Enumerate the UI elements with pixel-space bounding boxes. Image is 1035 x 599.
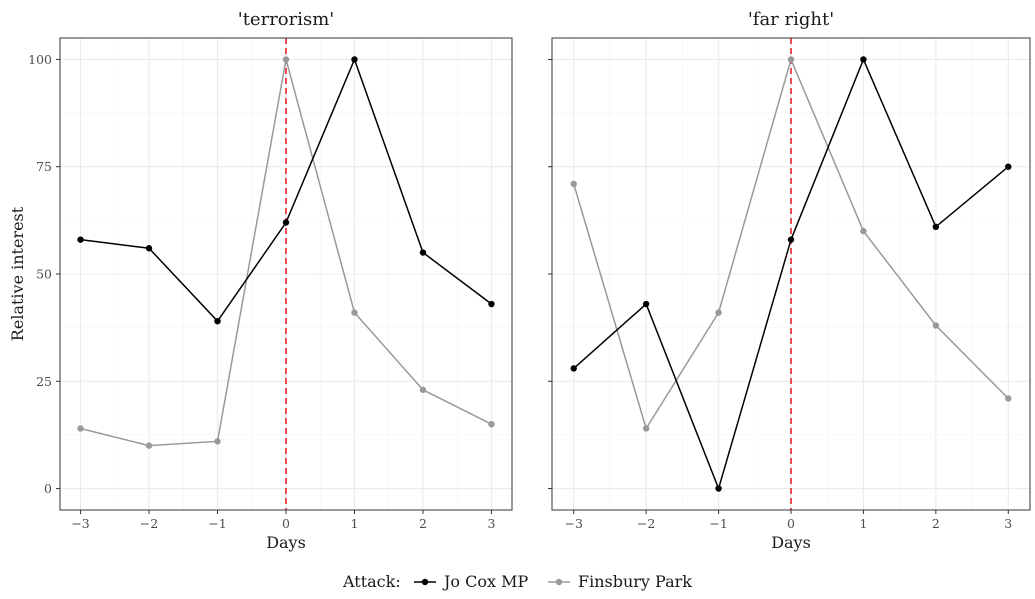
x-tick-label: −2 xyxy=(637,516,655,531)
data-point xyxy=(214,318,221,325)
panel-border xyxy=(551,37,1031,511)
x-tick-label: 3 xyxy=(1004,516,1012,531)
x-tick-label: −2 xyxy=(140,516,158,531)
legend-title: Attack: xyxy=(342,572,401,591)
legend-entry-label: Finsbury Park xyxy=(578,572,692,591)
x-axis-title: Days xyxy=(771,533,811,552)
x-tick-label: 0 xyxy=(787,516,795,531)
panel-border xyxy=(59,37,513,511)
data-point xyxy=(570,365,577,372)
y-tick-label: 75 xyxy=(36,159,52,174)
panel-title: 'far right' xyxy=(748,9,834,30)
data-point xyxy=(860,56,867,63)
data-point xyxy=(1005,395,1012,402)
data-point xyxy=(642,300,650,308)
panel-1: 'far right' −3 −2 −1 0 1 2 3 Days xyxy=(548,9,1031,552)
data-point xyxy=(932,223,940,230)
data-point xyxy=(715,485,722,492)
x-tick-label: 2 xyxy=(419,516,427,531)
data-point xyxy=(282,56,290,63)
y-tick-label: 100 xyxy=(28,52,52,67)
panel-0: 'terrorism' −3 −2 −1 0 1 2 3 0 25 50 75 100 Days xyxy=(28,9,513,552)
data-point xyxy=(419,386,427,394)
data-point xyxy=(214,438,221,445)
data-point xyxy=(488,300,495,308)
x-tick-label: 1 xyxy=(859,516,867,531)
data-point xyxy=(145,245,153,252)
x-tick-label: −3 xyxy=(565,516,583,531)
legend-entry-label: Jo Cox MP xyxy=(442,572,529,591)
data-point xyxy=(282,219,290,226)
data-point xyxy=(488,420,495,428)
data-point xyxy=(642,425,650,432)
data-point xyxy=(419,249,427,256)
x-axis-title: Days xyxy=(266,533,306,552)
data-point xyxy=(860,227,867,235)
x-tick-label: −1 xyxy=(709,516,727,531)
x-tick-label: 3 xyxy=(487,516,495,531)
legend-key-point xyxy=(555,578,563,586)
data-point xyxy=(570,180,577,188)
data-point xyxy=(787,56,795,63)
legend: Attack: Jo Cox MP Finsbury Park xyxy=(342,572,692,591)
panel-title: 'terrorism' xyxy=(238,9,335,30)
data-point xyxy=(715,309,722,316)
x-tick-label: −3 xyxy=(71,516,89,531)
legend-key-point xyxy=(421,578,429,586)
y-tick-label: 0 xyxy=(44,481,52,496)
y-tick-label: 50 xyxy=(36,267,52,282)
y-tick-label: 25 xyxy=(36,374,52,389)
x-tick-label: −1 xyxy=(208,516,226,531)
data-point xyxy=(932,322,940,329)
data-point xyxy=(351,56,358,63)
data-point xyxy=(77,236,84,243)
data-point xyxy=(787,236,795,243)
data-point xyxy=(77,425,84,432)
x-tick-label: 1 xyxy=(351,516,359,531)
data-point xyxy=(351,309,358,316)
y-axis-title: Relative interest xyxy=(8,206,27,341)
data-point xyxy=(1005,163,1012,170)
data-point xyxy=(145,442,153,449)
x-tick-label: 0 xyxy=(282,516,290,531)
x-tick-label: 2 xyxy=(932,516,940,531)
